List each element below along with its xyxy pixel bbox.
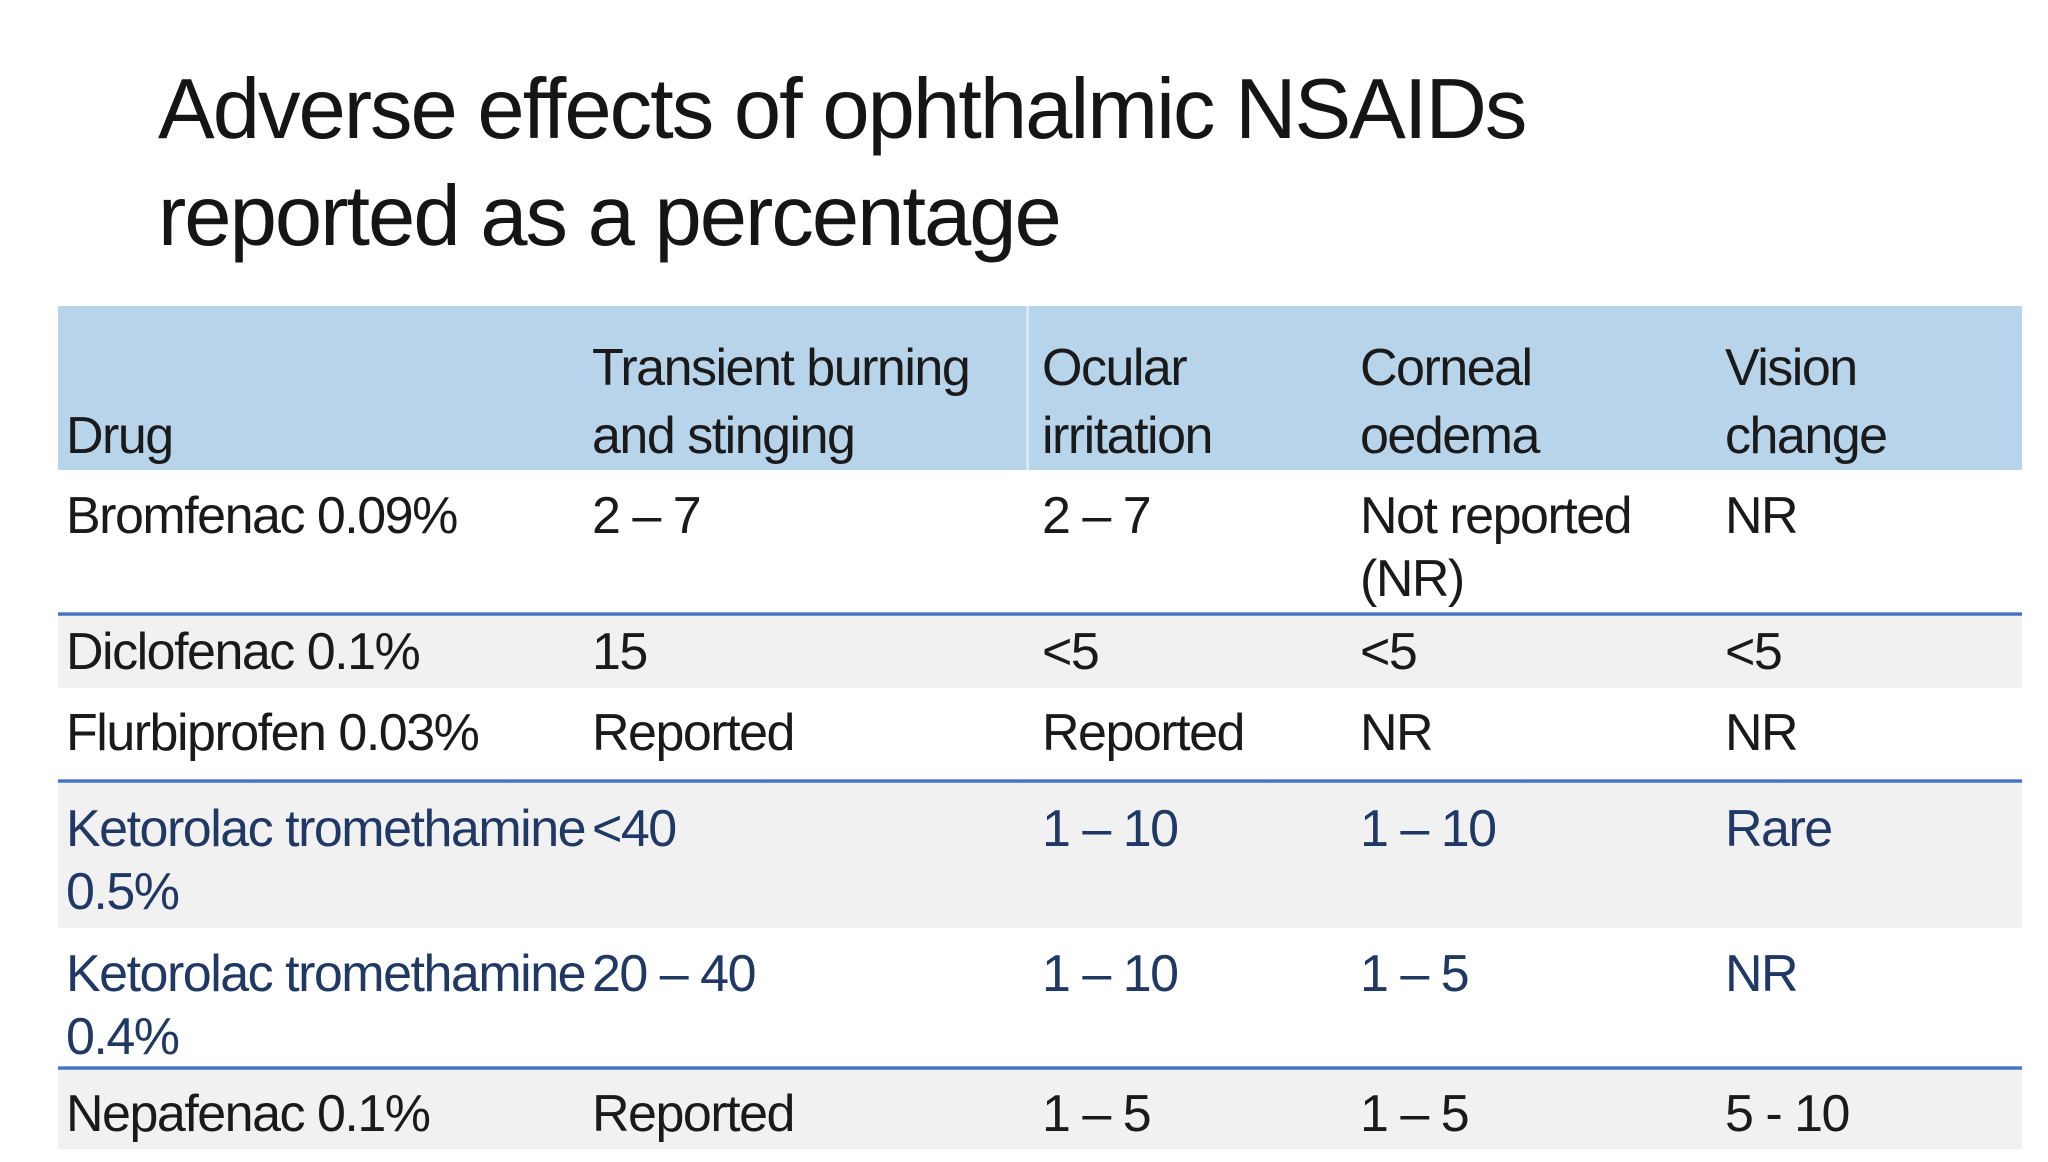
cell-vision-change: NR — [1725, 704, 1799, 762]
cell-drug: Bromfenac 0.09% — [66, 487, 458, 545]
header-column-divider — [1026, 306, 1029, 470]
header-cell-transient-burning: Transient burning and stinging — [592, 339, 971, 465]
table-row-ketorolac-05: Ketorolac tromethamine 0.5% <40 1 – 10 1… — [58, 783, 2022, 928]
slide-title-line1: Adverse effects of ophthalmic NSAIDs — [158, 62, 1527, 157]
cell-ocular-irritation: 2 – 7 — [1042, 487, 1152, 545]
header-cell-ocular-irritation: Ocular irritation — [1042, 339, 1213, 465]
cell-corneal-oedema: 1 – 10 — [1360, 800, 1497, 858]
table-row-flurbiprofen: Flurbiprofen 0.03% Reported Reported NR … — [58, 688, 2022, 779]
adverse-effects-table: Drug Transient burning and stinging Ocul… — [58, 306, 2022, 1149]
slide-title: Adverse effects of ophthalmic NSAIDs rep… — [158, 56, 1858, 270]
cell-drug: Nepafenac 0.1% — [66, 1085, 431, 1143]
table-row-nepafenac: Nepafenac 0.1% Reported 1 – 5 1 – 5 5 - … — [58, 1070, 2022, 1149]
cell-transient-burning: Reported — [592, 704, 795, 762]
cell-corneal-oedema: <5 — [1360, 622, 1418, 681]
cell-transient-burning: 15 — [592, 622, 648, 681]
table-row-diclofenac: Diclofenac 0.1% 15 <5 <5 <5 — [58, 616, 2022, 688]
cell-transient-burning: 2 – 7 — [592, 487, 702, 545]
cell-ocular-irritation: <5 — [1042, 622, 1100, 681]
cell-ocular-irritation: Reported — [1042, 704, 1245, 762]
cell-ocular-irritation: 1 – 5 — [1042, 1085, 1152, 1143]
table-row-bromfenac: Bromfenac 0.09% 2 – 7 2 – 7 Not reported… — [58, 470, 2022, 612]
cell-corneal-oedema: Not reported (NR) — [1360, 487, 1633, 608]
row-separator-line — [58, 612, 2022, 616]
row-separator-line — [58, 1066, 2022, 1070]
cell-drug: Ketorolac tromethamine 0.5% — [66, 800, 587, 921]
cell-vision-change: 5 - 10 — [1725, 1085, 1850, 1143]
cell-transient-burning: 20 – 40 — [592, 945, 757, 1003]
header-cell-corneal-oedema: Corneal oedema — [1360, 339, 1540, 465]
cell-vision-change: NR — [1725, 945, 1799, 1003]
header-cell-vision-change: Vision change — [1725, 339, 1888, 465]
cell-corneal-oedema: 1 – 5 — [1360, 945, 1470, 1003]
row-separator-line — [58, 779, 2022, 783]
table-row-ketorolac-04: Ketorolac tromethamine 0.4% 20 – 40 1 – … — [58, 928, 2022, 1066]
cell-vision-change: NR — [1725, 487, 1799, 545]
cell-corneal-oedema: 1 – 5 — [1360, 1085, 1470, 1143]
cell-vision-change: <5 — [1725, 622, 1783, 681]
cell-ocular-irritation: 1 – 10 — [1042, 800, 1179, 858]
cell-transient-burning: <40 — [592, 800, 677, 858]
cell-drug: Flurbiprofen 0.03% — [66, 704, 480, 762]
cell-drug: Ketorolac tromethamine 0.4% — [66, 945, 587, 1066]
table-header-row: Drug Transient burning and stinging Ocul… — [58, 306, 2022, 470]
header-cell-drug: Drug — [66, 407, 174, 465]
cell-ocular-irritation: 1 – 10 — [1042, 945, 1179, 1003]
cell-transient-burning: Reported — [592, 1085, 795, 1143]
slide-title-line2: reported as a percentage — [158, 169, 1062, 264]
cell-vision-change: Rare — [1725, 800, 1833, 858]
cell-corneal-oedema: NR — [1360, 704, 1434, 762]
cell-drug: Diclofenac 0.1% — [66, 622, 421, 681]
